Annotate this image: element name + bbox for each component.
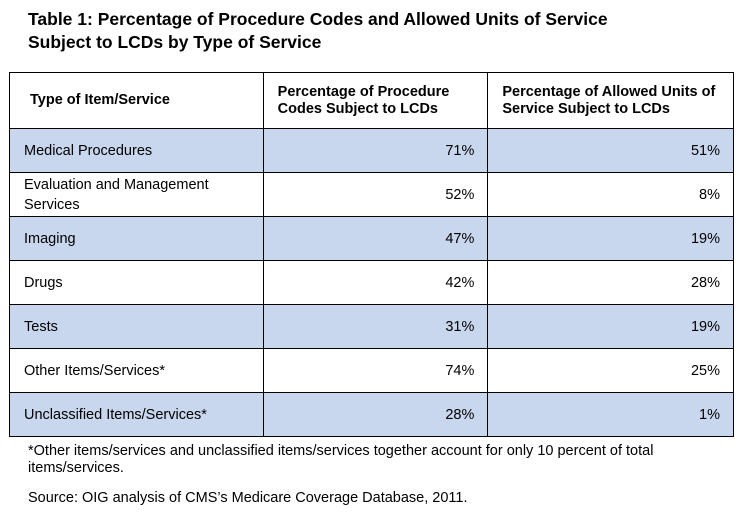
cell-type: Imaging	[9, 216, 264, 261]
cell-units-pct: 19%	[487, 304, 734, 349]
cell-units-pct: 51%	[487, 128, 734, 173]
table-title-line-2: Subject to LCDs by Type of Service	[28, 32, 322, 52]
table-source: Source: OIG analysis of CMS’s Medicare C…	[28, 490, 468, 506]
cell-type: Evaluation and Management Services	[9, 172, 264, 217]
table-row: Drugs 42% 28%	[9, 260, 734, 305]
cell-type: Tests	[9, 304, 264, 349]
table-title-line-1: Table 1: Percentage of Procedure Codes a…	[28, 9, 608, 29]
header-procedure-codes-pct: Percentage of Procedure Codes Subject to…	[262, 72, 489, 129]
table-title: Table 1: Percentage of Procedure Codes a…	[28, 8, 728, 54]
cell-units-pct: 19%	[487, 216, 734, 261]
cell-codes-pct: 52%	[262, 172, 489, 217]
cell-codes-pct: 28%	[262, 392, 489, 437]
cell-units-pct: 1%	[487, 392, 734, 437]
table-row: Tests 31% 19%	[9, 304, 734, 349]
cell-codes-pct: 31%	[262, 304, 489, 349]
cell-units-pct: 8%	[487, 172, 734, 217]
cell-type: Other Items/Services*	[9, 348, 264, 393]
cell-type: Drugs	[9, 260, 264, 305]
cell-codes-pct: 71%	[262, 128, 489, 173]
lcd-table: Type of Item/Service Percentage of Proce…	[9, 72, 734, 437]
cell-codes-pct: 74%	[262, 348, 489, 393]
table-footnote: *Other items/services and unclassified i…	[28, 443, 654, 476]
cell-units-pct: 25%	[487, 348, 734, 393]
cell-codes-pct: 42%	[262, 260, 489, 305]
table-header-row: Type of Item/Service Percentage of Proce…	[9, 72, 734, 129]
header-type-of-service: Type of Item/Service	[9, 72, 264, 129]
table-row: Other Items/Services* 74% 25%	[9, 348, 734, 393]
table-row: Unclassified Items/Services* 28% 1%	[9, 392, 734, 437]
cell-type: Unclassified Items/Services*	[9, 392, 264, 437]
header-allowed-units-pct: Percentage of Allowed Units of Service S…	[487, 72, 734, 129]
cell-codes-pct: 47%	[262, 216, 489, 261]
table-row: Imaging 47% 19%	[9, 216, 734, 261]
table-row: Evaluation and Management Services 52% 8…	[9, 172, 734, 217]
table-row: Medical Procedures 71% 51%	[9, 128, 734, 173]
cell-units-pct: 28%	[487, 260, 734, 305]
cell-type: Medical Procedures	[9, 128, 264, 173]
